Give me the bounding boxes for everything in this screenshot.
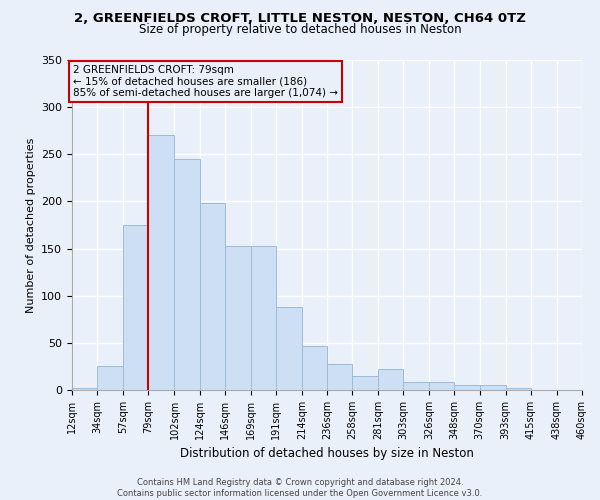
Text: Size of property relative to detached houses in Neston: Size of property relative to detached ho… [139,22,461,36]
Bar [97,366,123,390]
Bar [123,225,148,390]
Bar [378,370,403,390]
Bar [148,136,175,390]
Bar [251,246,276,390]
Bar [276,307,302,390]
Bar [430,382,455,390]
Text: Contains HM Land Registry data © Crown copyright and database right 2024.
Contai: Contains HM Land Registry data © Crown c… [118,478,482,498]
Y-axis label: Number of detached properties: Number of detached properties [26,138,35,312]
Bar [455,386,479,390]
Bar [403,382,430,390]
Bar [72,388,97,390]
Bar [199,204,224,390]
Text: 2, GREENFIELDS CROFT, LITTLE NESTON, NESTON, CH64 0TZ: 2, GREENFIELDS CROFT, LITTLE NESTON, NES… [74,12,526,26]
Bar [175,159,199,390]
Bar [506,388,531,390]
Text: 2 GREENFIELDS CROFT: 79sqm
← 15% of detached houses are smaller (186)
85% of sem: 2 GREENFIELDS CROFT: 79sqm ← 15% of deta… [73,64,338,98]
Bar [479,386,506,390]
Bar [302,346,327,390]
X-axis label: Distribution of detached houses by size in Neston: Distribution of detached houses by size … [180,448,474,460]
Bar [224,246,251,390]
Bar [352,376,378,390]
Bar [327,364,352,390]
